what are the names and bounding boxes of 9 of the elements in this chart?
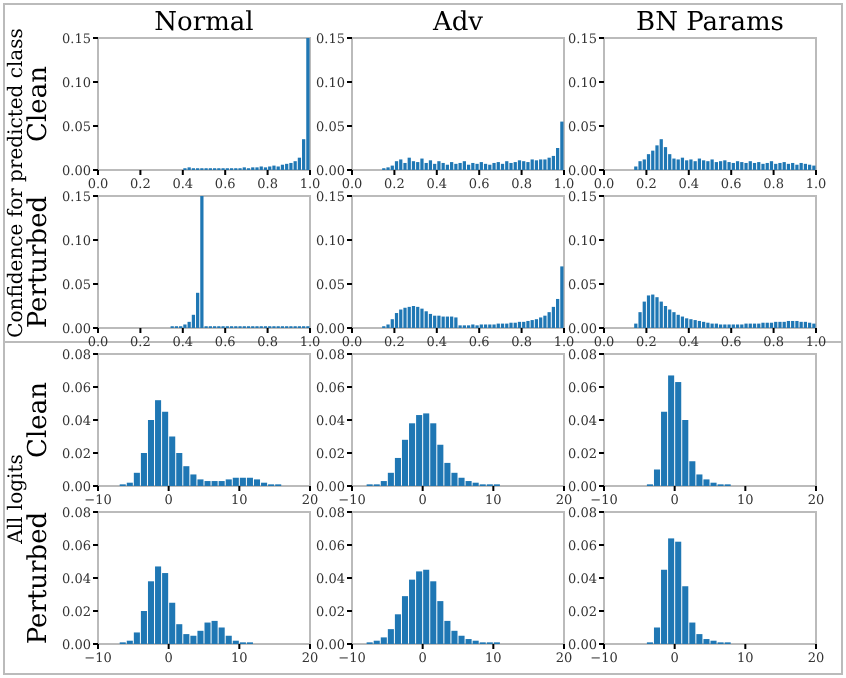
text: Confidence for predicted class [6, 28, 28, 338]
y-axis-title: Perturbed [24, 195, 54, 329]
chart-title: Normal [154, 8, 254, 38]
y-axis-title: Clean [24, 64, 54, 142]
text: All logits [6, 454, 28, 546]
y-axis-title: Clean [24, 380, 54, 458]
chart-title: Adv [430, 8, 485, 38]
y-axis-title: Perturbed [24, 511, 54, 645]
chart-title: BN Params [636, 8, 784, 38]
